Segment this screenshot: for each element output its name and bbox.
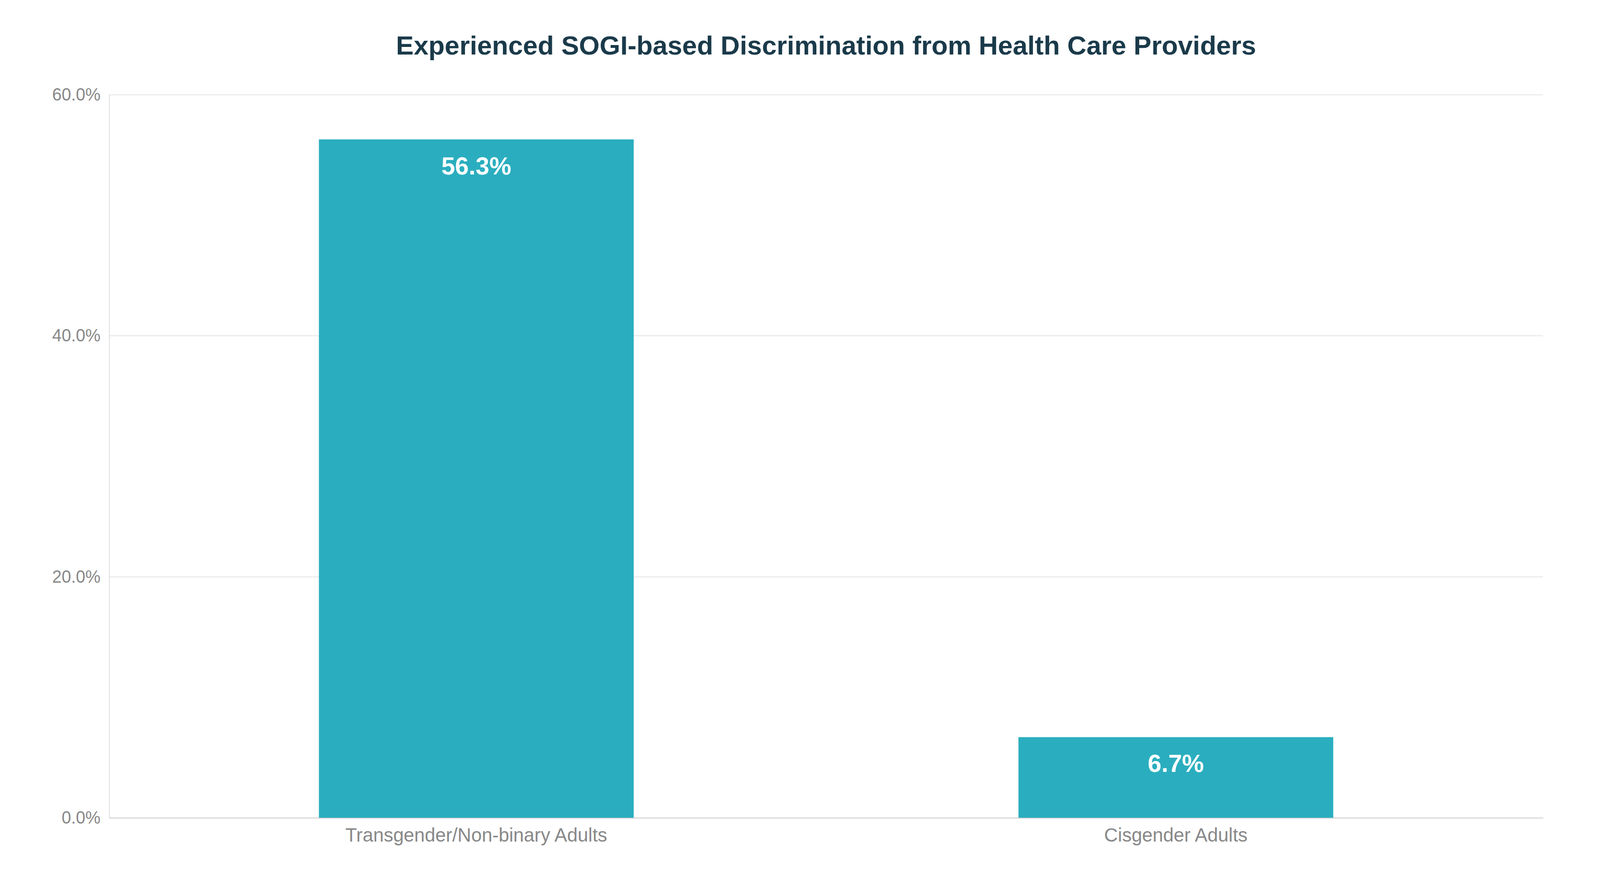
y-tick-label: 20.0%	[52, 566, 101, 587]
chart-svg: Experienced SOGI-based Discrimination fr…	[0, 0, 1600, 889]
x-tick-label: Cisgender Adults	[1104, 824, 1248, 846]
bars	[319, 139, 1334, 818]
chart-container: Experienced SOGI-based Discrimination fr…	[0, 0, 1600, 889]
y-tick: 40.0%	[52, 325, 110, 346]
x-axis: Transgender/Non-binary Adults Cisgender A…	[109, 818, 1544, 846]
y-tick: 60.0%	[52, 84, 110, 105]
bar	[1018, 737, 1334, 818]
data-labels: 56.3% 6.7%	[441, 152, 1205, 778]
y-axis-line	[109, 95, 110, 819]
plot-area: 0.0% 20.0% 40.0% 60.0% Transgender/Non-binar…	[52, 84, 1544, 846]
data-label: 56.3%	[441, 152, 512, 180]
y-tick: 0.0%	[61, 807, 110, 828]
grid	[109, 94, 1544, 818]
x-tick: Transgender/Non-binary Adults	[345, 824, 608, 846]
grid-line	[109, 94, 1544, 96]
y-tick-label: 40.0%	[52, 325, 101, 346]
chart-title: Experienced SOGI-based Discrimination fr…	[395, 30, 1256, 61]
y-tick: 20.0%	[52, 566, 110, 587]
data-label: 6.7%	[1147, 749, 1205, 778]
y-tick-label: 60.0%	[52, 84, 101, 105]
x-tick-label: Transgender/Non-binary Adults	[345, 824, 608, 846]
x-tick: Cisgender Adults	[1104, 824, 1248, 846]
x-axis-line	[109, 817, 1544, 819]
bar	[319, 139, 634, 818]
y-axis: 0.0% 20.0% 40.0% 60.0%	[52, 84, 110, 828]
y-tick-label: 0.0%	[61, 807, 101, 828]
